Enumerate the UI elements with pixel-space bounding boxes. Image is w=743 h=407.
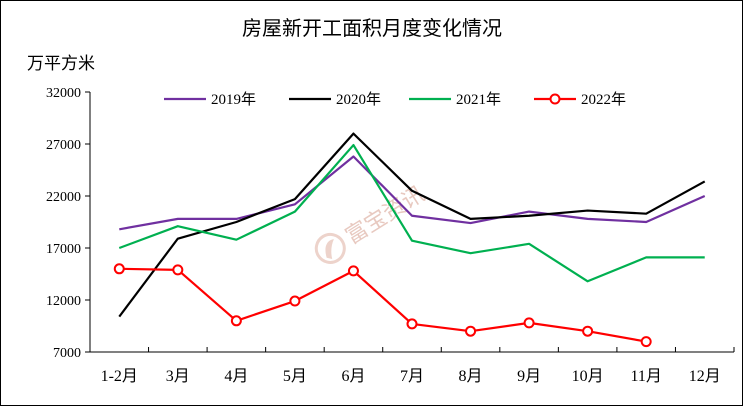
axes: 7000 12000 17000 22000 27000 32000 1-2月 3月 4月 5月 6… bbox=[46, 86, 735, 385]
x-tick-label: 10月 bbox=[572, 368, 604, 385]
x-tick-label: 5月 bbox=[283, 368, 307, 385]
series-layer bbox=[113, 132, 706, 348]
series-2021年 bbox=[118, 143, 705, 283]
legend-label: 2019年 bbox=[211, 91, 256, 108]
x-tick-label: 7月 bbox=[400, 368, 424, 385]
data-point bbox=[113, 263, 125, 275]
data-point bbox=[640, 336, 652, 348]
series-line bbox=[118, 132, 706, 318]
data-point bbox=[347, 265, 359, 277]
legend-label: 2022年 bbox=[581, 91, 626, 108]
x-tick-label: 6月 bbox=[341, 368, 365, 385]
x-tick-label: 9月 bbox=[517, 368, 541, 385]
watermark-logo-mark bbox=[325, 239, 334, 260]
data-point bbox=[465, 325, 477, 337]
y-tick-label: 7000 bbox=[53, 346, 81, 361]
x-tick-label: 8月 bbox=[459, 368, 483, 385]
y-tick-label: 22000 bbox=[46, 190, 81, 205]
series-line bbox=[119, 267, 647, 343]
legend-marker bbox=[549, 93, 561, 105]
legend-item: 2021年 bbox=[409, 91, 501, 108]
data-point bbox=[523, 317, 535, 329]
x-tick-label: 1-2月 bbox=[101, 368, 138, 385]
data-point bbox=[172, 264, 184, 276]
legend-label: 2021年 bbox=[456, 91, 501, 108]
legend-item: 2019年 bbox=[164, 91, 256, 108]
series-2020年 bbox=[118, 132, 706, 318]
watermark-logo-icon bbox=[314, 232, 346, 264]
legend: 2019年 2020年 2021年 2022年 bbox=[164, 91, 626, 108]
y-tick-label: 17000 bbox=[46, 242, 81, 257]
series-line bbox=[118, 143, 705, 283]
legend-item: 2020年 bbox=[289, 91, 381, 108]
series-line bbox=[119, 155, 706, 231]
series-2022年 bbox=[113, 263, 652, 348]
chart-title: 房屋新开工面积月度变化情况 bbox=[242, 16, 502, 40]
x-tick-label: 4月 bbox=[224, 368, 248, 385]
data-point bbox=[406, 318, 418, 330]
x-tick-label: 3月 bbox=[166, 368, 190, 385]
y-tick-label: 12000 bbox=[46, 294, 81, 309]
data-point bbox=[230, 315, 242, 327]
data-point bbox=[582, 325, 594, 337]
y-axis-unit-label: 万平方米 bbox=[27, 54, 95, 74]
legend-label: 2020年 bbox=[336, 91, 381, 108]
y-tick-label: 32000 bbox=[46, 86, 81, 101]
series-2019年 bbox=[119, 155, 706, 231]
x-tick-label: 11月 bbox=[630, 368, 661, 385]
data-point bbox=[289, 295, 301, 307]
x-tick-label: 12月 bbox=[689, 368, 721, 385]
watermark: 富宝资讯 bbox=[314, 182, 429, 264]
legend-item: 2022年 bbox=[534, 91, 626, 108]
y-tick-label: 27000 bbox=[46, 138, 81, 153]
